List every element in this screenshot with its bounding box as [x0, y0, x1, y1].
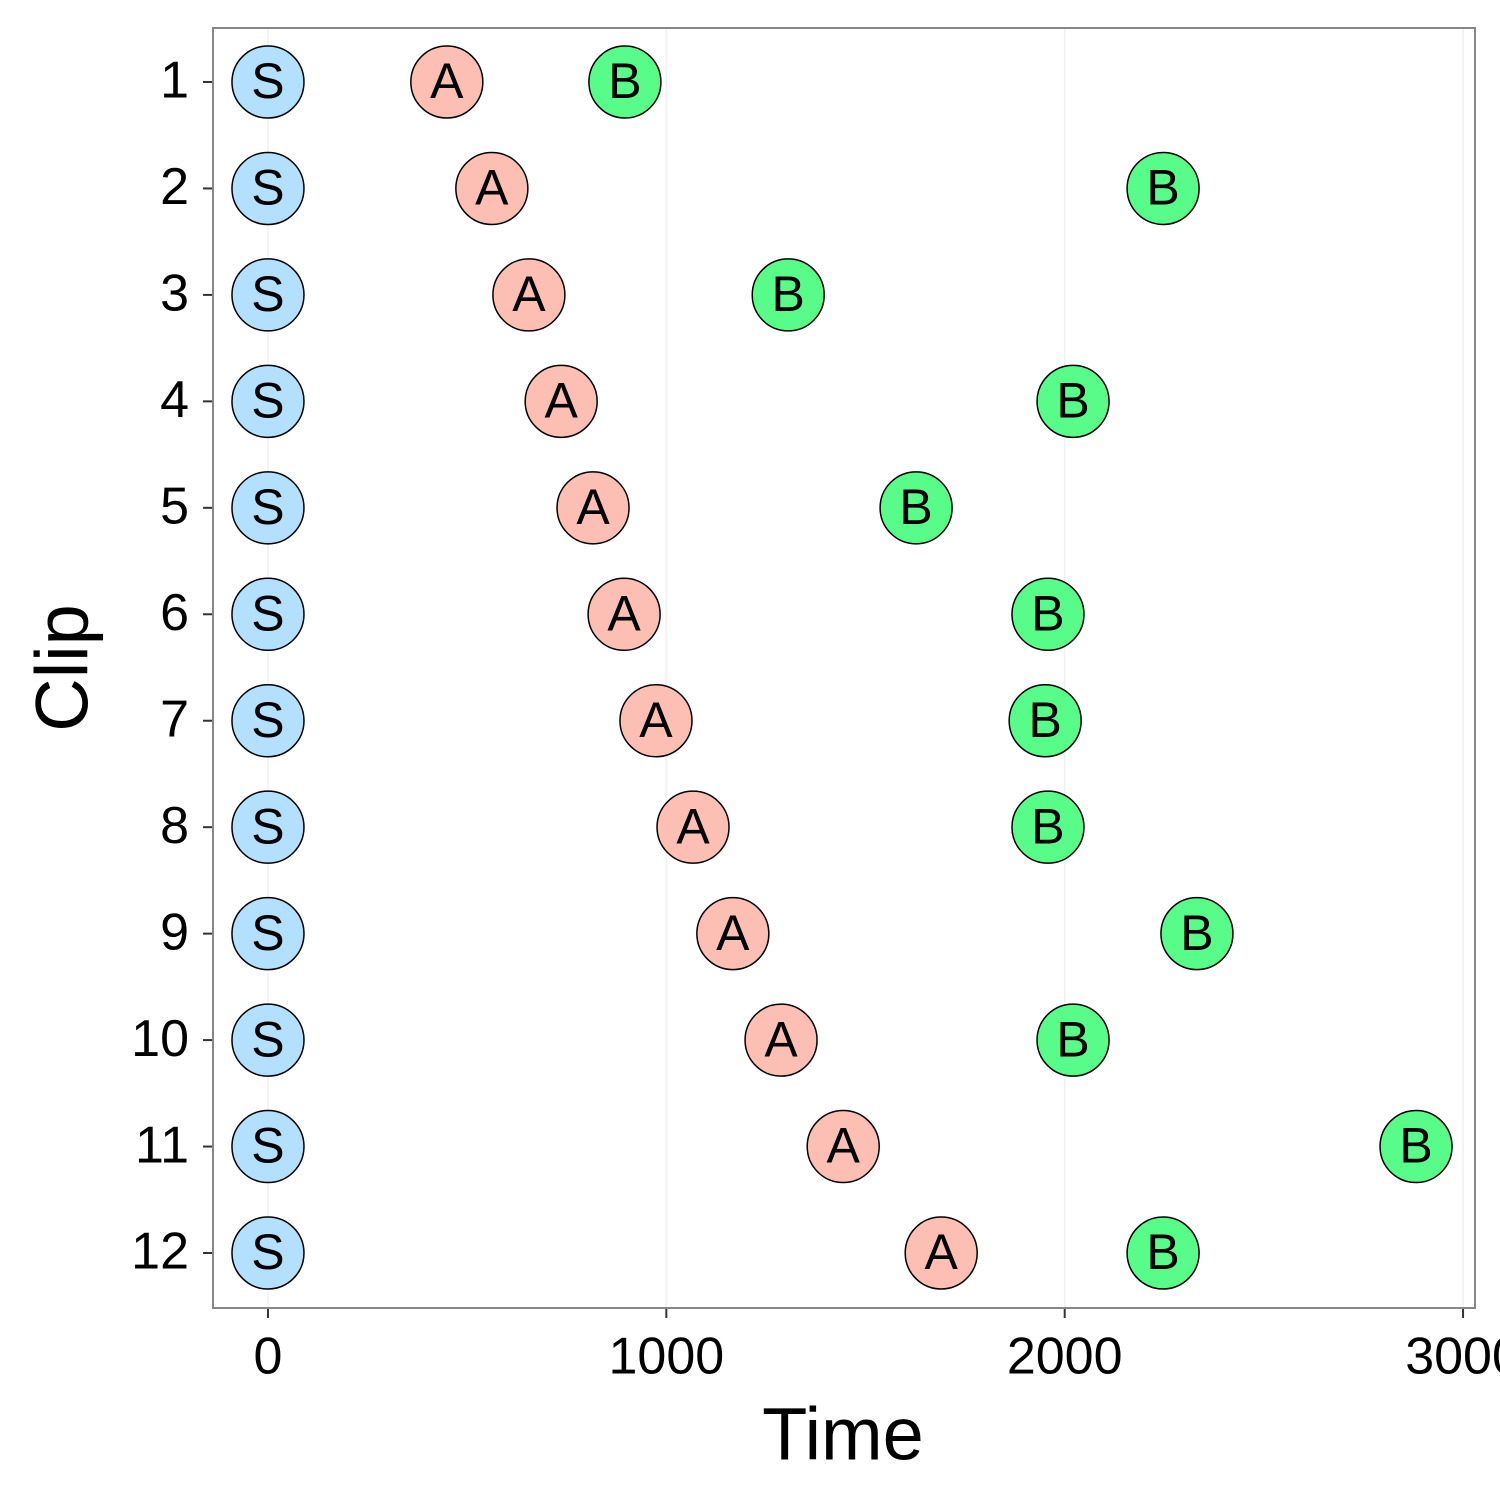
point: [455, 151, 529, 226]
point: [656, 790, 730, 864]
point: [751, 258, 825, 332]
point-label: B: [1056, 1011, 1089, 1067]
y-tick-label: 12: [131, 1223, 189, 1281]
point: [1160, 896, 1234, 971]
point: [231, 471, 305, 545]
point-label: A: [925, 1224, 959, 1280]
point: [879, 471, 953, 545]
point: [524, 364, 598, 439]
point: [231, 1109, 305, 1184]
point: [904, 1216, 978, 1290]
point: [231, 151, 305, 226]
point-label: B: [1180, 905, 1213, 961]
point: [231, 683, 305, 758]
panel-border: [212, 27, 1476, 1309]
point-label: A: [512, 266, 546, 322]
x-tick-label: 1000: [608, 1328, 724, 1386]
point-label: A: [639, 692, 673, 748]
point-label: B: [1399, 1118, 1432, 1174]
point-label: B: [1146, 1224, 1179, 1280]
point-label: B: [772, 266, 805, 322]
y-axis-title: Clip: [21, 604, 104, 731]
point: [1379, 1109, 1453, 1184]
point: [619, 683, 693, 758]
point-label: B: [1028, 692, 1061, 748]
x-tick-label: 0: [254, 1328, 283, 1386]
point-label: S: [251, 585, 284, 641]
point: [231, 1003, 305, 1077]
point-label: S: [251, 53, 284, 109]
point-label: B: [1031, 585, 1064, 641]
y-tick-label: 3: [160, 265, 189, 323]
y-tick-label: 8: [160, 797, 189, 855]
point: [231, 1216, 305, 1290]
point-label: S: [251, 692, 284, 748]
point-label: S: [251, 160, 284, 216]
y-tick-label: 11: [135, 1116, 189, 1174]
point-label: A: [475, 160, 509, 216]
x-tick-label: 2000: [1007, 1328, 1123, 1386]
point-label: B: [1056, 373, 1089, 429]
point: [1036, 364, 1110, 439]
x-tick-label: 3000: [1405, 1328, 1500, 1386]
point-label: A: [544, 373, 578, 429]
point-label: S: [251, 798, 284, 854]
point-label: A: [764, 1011, 798, 1067]
panel: [213, 28, 1475, 1308]
point-label: B: [1146, 160, 1179, 216]
y-tick-label: 2: [160, 158, 189, 216]
point: [492, 258, 566, 332]
point: [1011, 790, 1085, 864]
point-label: A: [607, 585, 641, 641]
point-label: S: [251, 1011, 284, 1067]
point-label: S: [251, 1224, 284, 1280]
y-tick-label: 10: [131, 1010, 189, 1068]
point: [231, 790, 305, 864]
point: [1036, 1003, 1110, 1077]
point: [1126, 1216, 1200, 1290]
point: [1011, 577, 1085, 652]
point-label: S: [251, 479, 284, 535]
point: [410, 45, 484, 119]
point: [1126, 151, 1200, 226]
point: [744, 1003, 818, 1077]
point-label: S: [251, 266, 284, 322]
point: [556, 471, 630, 545]
point-label: A: [827, 1118, 861, 1174]
y-tick-label: 6: [160, 584, 189, 642]
point-label: A: [576, 479, 610, 535]
point: [231, 577, 305, 652]
point: [231, 364, 305, 439]
point: [696, 896, 770, 971]
point: [231, 45, 305, 119]
point: [806, 1109, 880, 1184]
point-label: B: [899, 479, 932, 535]
y-tick-label: 5: [160, 478, 189, 536]
y-tick-label: 1: [160, 52, 189, 110]
point: [231, 896, 305, 971]
point-label: S: [251, 905, 284, 961]
point-label: S: [251, 373, 284, 429]
point-label: B: [608, 53, 641, 109]
point: [231, 258, 305, 332]
point-label: A: [676, 798, 710, 854]
point-label: A: [716, 905, 750, 961]
point-label: S: [251, 1118, 284, 1174]
x-axis-title: Time: [762, 1393, 924, 1476]
y-tick-label: 7: [160, 690, 189, 748]
y-tick-label: 4: [160, 371, 189, 429]
point: [587, 577, 661, 652]
y-tick-label: 9: [160, 903, 189, 961]
point-label: B: [1031, 798, 1064, 854]
point: [588, 45, 662, 119]
point: [1008, 683, 1082, 758]
point-label: A: [430, 53, 464, 109]
